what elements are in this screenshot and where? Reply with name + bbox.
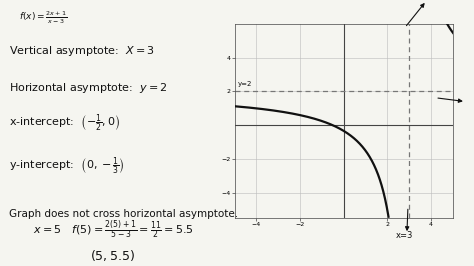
Text: y-intercept:  $\left(0,-\frac{1}{3}\right)$: y-intercept: $\left(0,-\frac{1}{3}\right… — [9, 156, 125, 177]
Text: Graph does not cross horizontal asymptote.: Graph does not cross horizontal asymptot… — [9, 209, 238, 219]
Text: x=3: x=3 — [396, 231, 413, 240]
Text: $(5, 5.5)$: $(5, 5.5)$ — [90, 248, 135, 263]
Text: y=2: y=2 — [238, 81, 252, 87]
Text: $f(x)=\frac{2x+1}{x-3}$: $f(x)=\frac{2x+1}{x-3}$ — [19, 9, 67, 26]
Text: x-intercept:  $\left(-\frac{1}{2},0\right)$: x-intercept: $\left(-\frac{1}{2},0\right… — [9, 113, 121, 134]
Text: Vertical asymptote:  $X=3$: Vertical asymptote: $X=3$ — [9, 44, 155, 58]
Text: $x=5$   $f(5)=\frac{2(5)+1}{5-3}=\frac{11}{2}=5.5$: $x=5$ $f(5)=\frac{2(5)+1}{5-3}=\frac{11}… — [33, 218, 194, 241]
Text: Horizontal asymptote:  $y=2$: Horizontal asymptote: $y=2$ — [9, 81, 168, 95]
